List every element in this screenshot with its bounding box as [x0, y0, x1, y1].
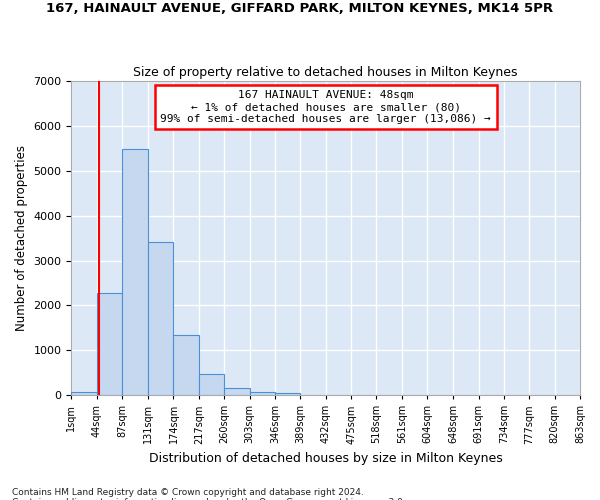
Text: Contains HM Land Registry data © Crown copyright and database right 2024.: Contains HM Land Registry data © Crown c…	[12, 488, 364, 497]
Bar	[148, 242, 173, 395]
Y-axis label: Number of detached properties: Number of detached properties	[15, 145, 28, 331]
Bar	[275, 394, 301, 395]
Bar	[173, 335, 199, 395]
Bar	[122, 150, 148, 395]
Bar	[250, 392, 275, 395]
Bar	[71, 392, 97, 395]
Bar	[199, 374, 224, 395]
Title: Size of property relative to detached houses in Milton Keynes: Size of property relative to detached ho…	[133, 66, 518, 78]
Text: 167, HAINAULT AVENUE, GIFFARD PARK, MILTON KEYNES, MK14 5PR: 167, HAINAULT AVENUE, GIFFARD PARK, MILT…	[46, 2, 554, 16]
Text: Contains public sector information licensed under the Open Government Licence v3: Contains public sector information licen…	[12, 498, 406, 500]
Text: 167 HAINAULT AVENUE: 48sqm
← 1% of detached houses are smaller (80)
99% of semi-: 167 HAINAULT AVENUE: 48sqm ← 1% of detac…	[160, 90, 491, 124]
X-axis label: Distribution of detached houses by size in Milton Keynes: Distribution of detached houses by size …	[149, 452, 503, 465]
Bar	[97, 293, 122, 395]
Bar	[224, 388, 250, 395]
